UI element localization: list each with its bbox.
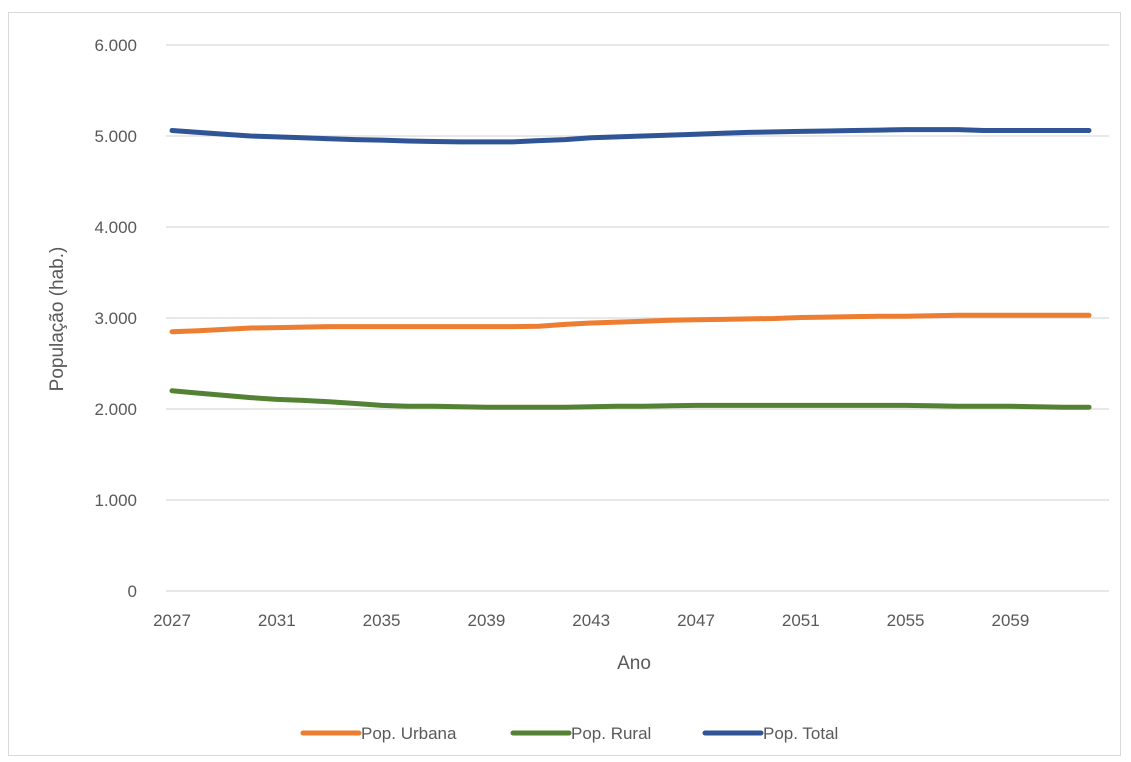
y-tick-label: 3.000 (94, 309, 137, 328)
x-tick-label: 2051 (782, 611, 820, 630)
series-lines (169, 127, 1092, 410)
series-line-pop-total (169, 127, 1092, 145)
y-axis-title: População (hab.) (47, 247, 68, 392)
y-tick-label: 4.000 (94, 218, 137, 237)
y-tick-label: 0 (128, 582, 137, 601)
gridlines (166, 44, 1109, 592)
x-tick-label: 2059 (991, 611, 1029, 630)
y-tick-label: 6.000 (94, 36, 137, 55)
chart-frame: 0 1.000 2.000 3.000 4.000 5.000 6.000 2027 2031… (8, 12, 1121, 756)
legend: Pop. Urbana Pop. Rural Pop. Total (300, 724, 838, 743)
legend-label-pop-rural: Pop. Rural (571, 724, 651, 743)
x-tick-label: 2027 (153, 611, 191, 630)
x-tick-label: 2035 (363, 611, 401, 630)
legend-label-pop-total: Pop. Total (763, 724, 838, 743)
legend-label-pop-urbana: Pop. Urbana (361, 724, 457, 743)
y-tick-labels: 0 1.000 2.000 3.000 4.000 5.000 6.000 (94, 36, 137, 601)
y-tick-label: 2.000 (94, 400, 137, 419)
x-tick-labels: 2027 2031 2035 2039 2043 2047 2051 2055 2059 (153, 611, 1029, 630)
x-tick-label: 2055 (887, 611, 925, 630)
y-tick-label: 5.000 (94, 127, 137, 146)
x-tick-label: 2039 (467, 611, 505, 630)
x-tick-label: 2043 (572, 611, 610, 630)
x-tick-label: 2031 (258, 611, 296, 630)
series-line-pop-urbana (169, 312, 1092, 335)
y-tick-label: 1.000 (94, 491, 137, 510)
x-axis-title: Ano (617, 653, 651, 674)
series-line-pop-rural (169, 388, 1092, 410)
line-chart: 0 1.000 2.000 3.000 4.000 5.000 6.000 2027 2031… (47, 36, 1109, 743)
x-tick-label: 2047 (677, 611, 715, 630)
